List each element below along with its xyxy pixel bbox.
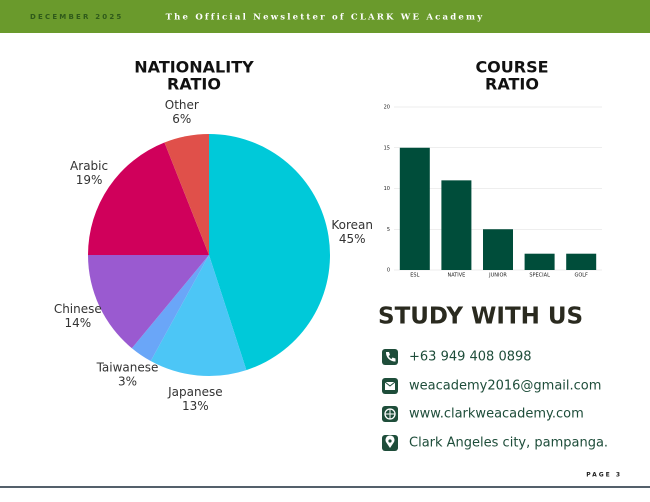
contact-email: weacademy2016@gmail.com <box>409 379 601 394</box>
bar <box>483 229 513 270</box>
pie-slice <box>88 255 209 349</box>
x-tick-label: NATIVE <box>447 273 465 279</box>
header-date: DECEMBER 2025 <box>30 13 124 21</box>
pie-label-name: Other <box>165 98 199 112</box>
pie-label-name: Japanese <box>167 385 223 399</box>
pie-label-value: 45% <box>339 232 366 246</box>
pie-label-value: 19% <box>76 173 103 187</box>
bar-title: RATIO <box>485 75 539 94</box>
study-title: STUDY WITH US <box>378 304 583 330</box>
bar <box>524 253 555 270</box>
pie-label-name: Arabic <box>70 159 108 173</box>
page-number: PAGE 3 <box>586 472 622 479</box>
web-icon <box>382 406 398 422</box>
x-tick-label: JUNIOR <box>488 273 507 279</box>
pie-slice <box>150 255 247 376</box>
pie-label-name: Taiwanese <box>96 360 159 374</box>
contact-phone: +63 949 408 0898 <box>409 350 532 365</box>
email-icon <box>382 378 398 394</box>
pie-slice <box>164 134 209 255</box>
pie-title: RATIO <box>167 75 221 94</box>
bar-title: COURSE <box>475 58 548 77</box>
y-tick-label: 10 <box>384 186 390 192</box>
pie-title: NATIONALITY <box>134 58 254 77</box>
header-band <box>0 0 650 33</box>
pie-label-value: 3% <box>118 374 137 388</box>
pie-label-value: 13% <box>182 399 209 413</box>
bar <box>399 147 430 270</box>
pie-label-name: Korean <box>331 218 373 232</box>
y-tick-label: 20 <box>384 105 390 111</box>
contact-address: Clark Angeles city, pampanga. <box>409 436 608 451</box>
location-icon <box>382 435 398 451</box>
phone-icon <box>382 349 398 365</box>
x-tick-label: GOLF <box>574 273 588 279</box>
x-tick-label: SPECIAL <box>529 273 550 279</box>
pie-slice <box>131 255 209 362</box>
pie-slice <box>88 142 209 255</box>
pie-label-value: 14% <box>64 316 91 330</box>
contact-web: www.clarkweacademy.com <box>409 407 584 422</box>
header-title: The Official Newsletter of CLARK WE Acad… <box>166 13 485 23</box>
pie-label-value: 6% <box>172 112 191 126</box>
y-tick-label: 5 <box>387 227 390 233</box>
bar <box>566 253 597 270</box>
y-tick-label: 0 <box>387 268 390 274</box>
pie-label-name: Chinese <box>54 302 102 316</box>
pie-slice <box>209 134 330 371</box>
bar <box>441 180 472 270</box>
y-tick-label: 15 <box>384 145 390 151</box>
x-tick-label: ESL <box>410 273 419 279</box>
